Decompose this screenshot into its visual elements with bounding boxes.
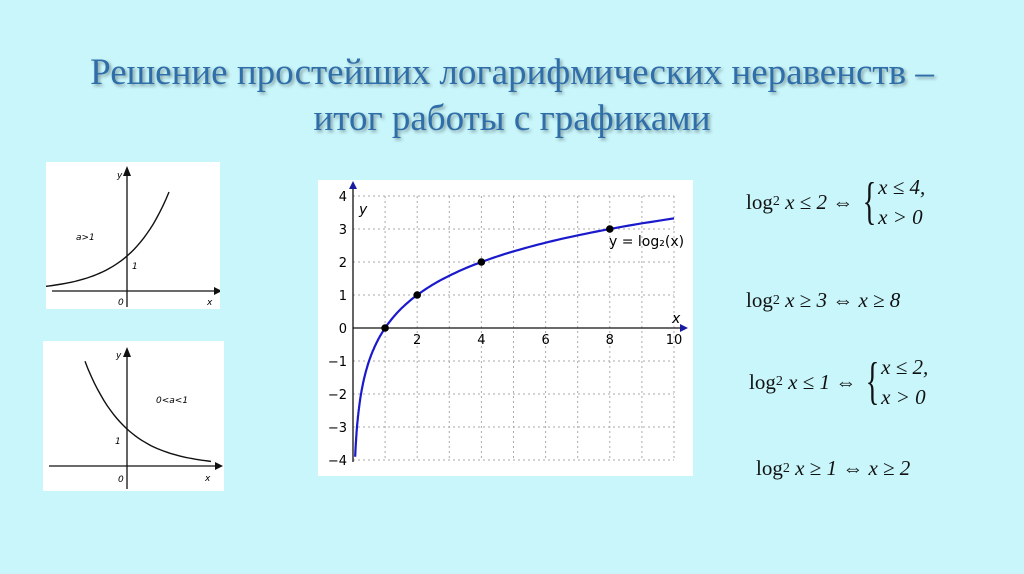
log2-chart: 2 4 6 8 10 −4 −3 −2 −1 0 1 2 3 4 y x y = log₂(x) bbox=[328, 181, 688, 469]
y-tick-label: −4 bbox=[328, 454, 347, 469]
y-label: y bbox=[116, 171, 123, 181]
marked-point bbox=[381, 324, 389, 332]
x-label: x bbox=[206, 298, 213, 308]
y-intercept-label: 1 bbox=[132, 262, 138, 272]
exp-chart-2: 0<a<1 1 0 x y bbox=[49, 347, 223, 489]
y-tick-label: −2 bbox=[328, 388, 347, 403]
exp-graph-0-lt-a-lt-1: 0<a<1 1 0 x y bbox=[43, 341, 224, 491]
x-tick-label: 2 bbox=[413, 333, 421, 348]
exp-graph-a-gt-1: a>1 1 0 x y bbox=[42, 162, 222, 309]
marked-point bbox=[413, 291, 421, 299]
y-label: y bbox=[115, 351, 122, 361]
x-tick-label: 4 bbox=[477, 333, 485, 348]
system: {x ≤ 4, x > 0 bbox=[862, 173, 926, 230]
y-tick-label: 4 bbox=[339, 190, 347, 205]
y-tick-label: −3 bbox=[328, 421, 347, 436]
origin-label: 0 bbox=[118, 475, 124, 485]
y-axis-arrow bbox=[349, 181, 357, 189]
formula-1: log 2 x ≤ 2 ⇔ {x ≤ 4, x > 0 bbox=[746, 173, 926, 230]
x-tick-label: 8 bbox=[606, 333, 614, 348]
annotation: 0<a<1 bbox=[156, 396, 188, 406]
x-axis-arrow bbox=[680, 324, 688, 332]
system: {x ≤ 2, x > 0 bbox=[865, 353, 929, 410]
y-axis-label: y bbox=[358, 202, 368, 218]
y-tick-label: −1 bbox=[328, 355, 347, 370]
formula-4: log 2 x ≥ 1 ⇔ x ≥ 2 bbox=[756, 456, 911, 480]
x-label: x bbox=[204, 474, 211, 484]
slide-title: Решение простейших логарифмических нерав… bbox=[90, 52, 934, 139]
annotation: a>1 bbox=[76, 233, 95, 243]
curve bbox=[42, 191, 170, 288]
y-tick-label: 3 bbox=[339, 223, 347, 238]
curve bbox=[84, 361, 212, 463]
formula-3: log 2 x ≤ 1 ⇔ {x ≤ 2, x > 0 bbox=[749, 353, 929, 410]
x-axis-label: x bbox=[671, 311, 681, 327]
y-tick-label: 0 bbox=[339, 322, 347, 337]
x-axis-arrow bbox=[215, 462, 223, 470]
marked-point bbox=[477, 258, 486, 266]
marked-point bbox=[606, 225, 614, 233]
x-tick-label: 6 bbox=[541, 333, 549, 348]
x-tick-label: 10 bbox=[666, 333, 683, 348]
y-axis-arrow bbox=[123, 347, 131, 357]
exp-chart-1: a>1 1 0 x y bbox=[42, 166, 222, 308]
origin-label: 0 bbox=[118, 298, 124, 308]
y-intercept-label: 1 bbox=[115, 437, 121, 447]
formula-2: log 2 x ≥ 3 ⇔ x ≥ 8 bbox=[746, 288, 901, 312]
curve-label: y = log₂(x) bbox=[609, 234, 684, 250]
log2-graph: 2 4 6 8 10 −4 −3 −2 −1 0 1 2 3 4 y x y = log₂(x) bbox=[318, 180, 693, 476]
y-tick-label: 1 bbox=[339, 289, 347, 304]
log2-curve bbox=[354, 217, 675, 457]
x-axis-arrow bbox=[214, 287, 222, 295]
y-tick-label: 2 bbox=[339, 256, 347, 271]
y-axis-arrow bbox=[123, 166, 131, 176]
